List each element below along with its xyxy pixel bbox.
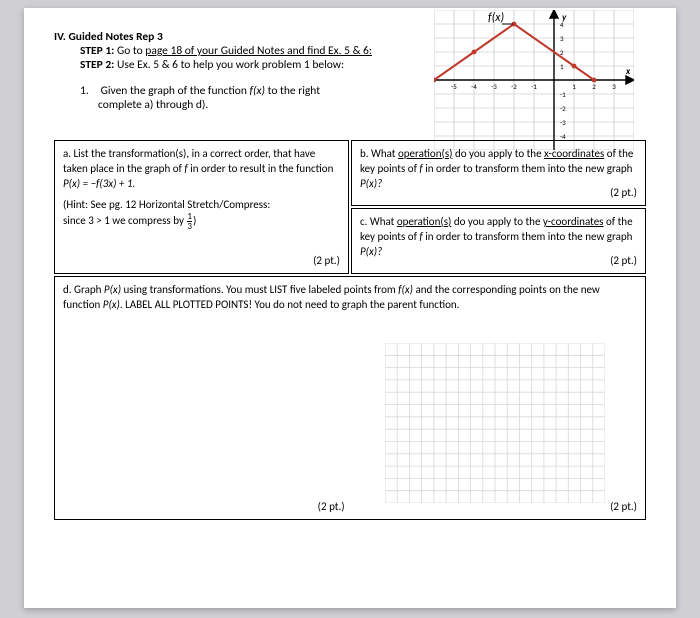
cell-b-points: (2 pt.) bbox=[610, 186, 637, 201]
svg-text:x: x bbox=[625, 66, 631, 77]
problem-line1a: Given the graph of the function bbox=[101, 84, 250, 98]
step-2-label: STEP 2: bbox=[80, 58, 114, 72]
svg-text:1: 1 bbox=[560, 62, 564, 71]
svg-text:3: 3 bbox=[612, 82, 616, 91]
cell-d-points-right: (2 pt.) bbox=[610, 500, 637, 515]
problem-number: 1. bbox=[80, 84, 98, 98]
svg-text:-5: -5 bbox=[451, 82, 457, 91]
step-1-link: page 18 of your Guided Notes and find Ex… bbox=[145, 44, 372, 58]
svg-text:2: 2 bbox=[592, 82, 596, 91]
svg-text:-1: -1 bbox=[560, 90, 566, 99]
cell-c: c. What operation(s) do you apply to the… bbox=[351, 208, 646, 274]
problem-line1b: to the right bbox=[265, 84, 320, 98]
svg-text:y: y bbox=[562, 12, 567, 23]
worksheet-page: -5-4-3-2-1 123 1234 -1-2-3-4 x y f(x) IV… bbox=[24, 8, 676, 608]
svg-text:-4: -4 bbox=[471, 82, 477, 91]
svg-text:-3: -3 bbox=[491, 82, 497, 91]
svg-text:-3: -3 bbox=[560, 118, 566, 127]
answer-grid: a. List the transformation(s), in a corr… bbox=[54, 140, 646, 520]
cell-d-points-left: (2 pt.) bbox=[318, 500, 345, 515]
blank-graph-grid bbox=[385, 343, 605, 503]
function-graph: -5-4-3-2-1 123 1234 -1-2-3-4 x y f(x) bbox=[434, 10, 634, 150]
cell-b: b. What operation(s) do you apply to the… bbox=[351, 140, 646, 206]
cell-d: d. Graph P(x) using transformations. You… bbox=[54, 276, 646, 520]
step-2-text: Use Ex. 5 & 6 to help you work problem 1… bbox=[117, 58, 344, 72]
step-1-text: Go to bbox=[117, 44, 145, 58]
step-1-label: STEP 1: bbox=[80, 44, 114, 58]
svg-text:-1: -1 bbox=[531, 82, 537, 91]
svg-text:1: 1 bbox=[572, 82, 576, 91]
svg-text:-2: -2 bbox=[511, 82, 517, 91]
cell-a-points: (2 pt.) bbox=[313, 254, 340, 269]
problem-line2: complete a) through d). bbox=[98, 98, 208, 112]
svg-text:3: 3 bbox=[560, 34, 564, 43]
cell-c-points: (2 pt.) bbox=[610, 254, 637, 269]
cell-a: a. List the transformation(s), in a corr… bbox=[54, 140, 349, 274]
svg-text:-2: -2 bbox=[560, 104, 566, 113]
cell-a-hint: (Hint: See pg. 12 Horizontal Stretch/Com… bbox=[63, 198, 340, 232]
problem-fx: f(x) bbox=[250, 84, 265, 98]
graph-label: f(x) bbox=[488, 11, 504, 25]
